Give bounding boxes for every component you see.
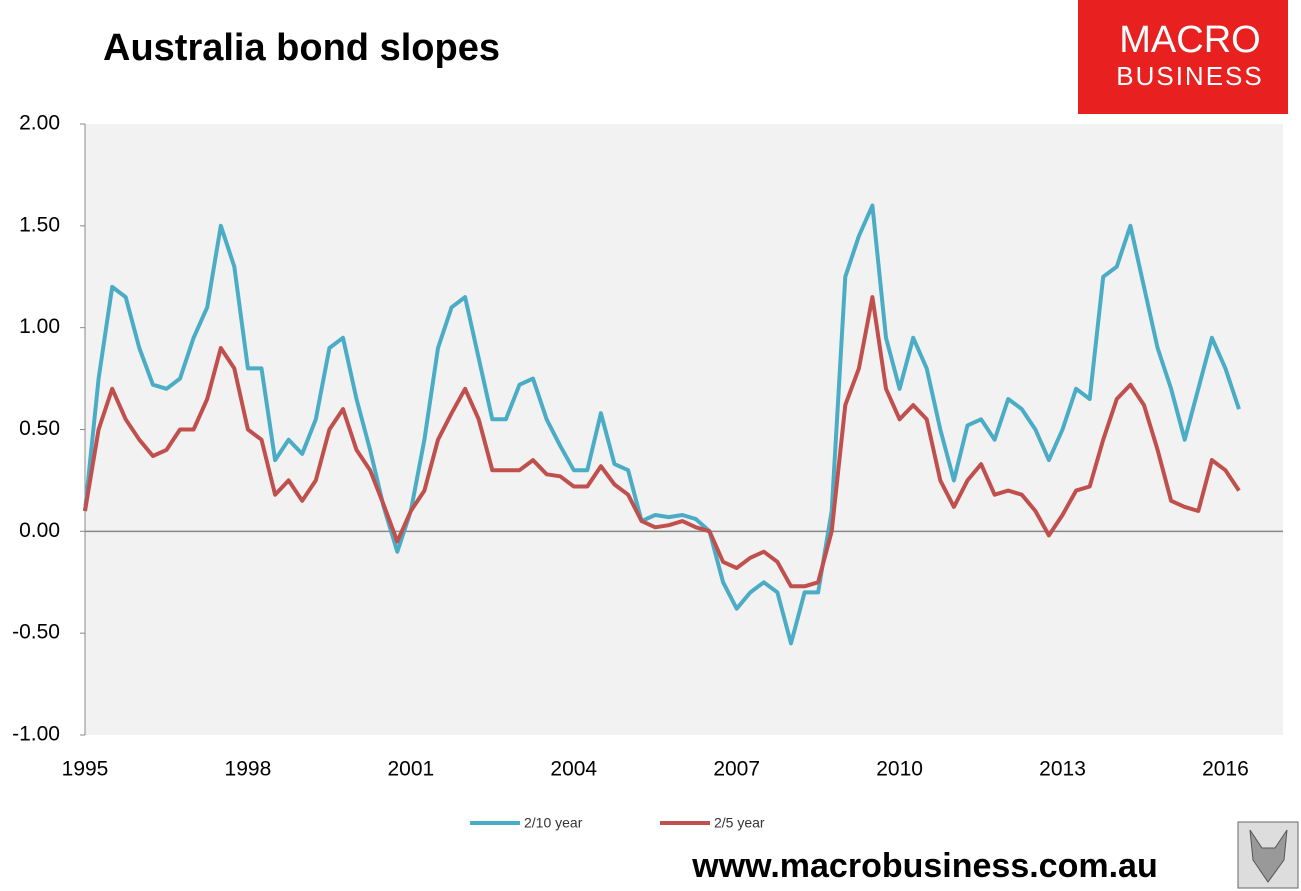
- y-tick-label: 1.00: [19, 315, 60, 338]
- y-tick-label: 0.50: [19, 417, 60, 440]
- y-tick-label: 0.00: [19, 519, 60, 542]
- series-line: [83, 203, 1241, 646]
- y-tick-label: 2.00: [19, 112, 60, 135]
- legend-label: 2/10 year: [524, 815, 583, 831]
- x-tick-label: 2004: [550, 758, 597, 781]
- x-tick-label: 2010: [876, 758, 923, 781]
- y-tick-label: -1.00: [12, 723, 60, 746]
- y-tick-label: 1.50: [19, 213, 60, 236]
- y-tick-label: -0.50: [12, 621, 60, 644]
- wolf-icon-face: [1249, 829, 1288, 883]
- x-tick-label: 2001: [387, 758, 434, 781]
- series-line: [83, 295, 1241, 589]
- logo-text: MACRO: [1119, 19, 1260, 61]
- legend-label: 2/5 year: [714, 815, 765, 831]
- x-tick-label: 2007: [713, 758, 760, 781]
- chart-title: Australia bond slopes: [103, 27, 500, 69]
- x-tick-label: 2013: [1039, 758, 1086, 781]
- logo-box: [1078, 0, 1288, 114]
- x-tick-label: 2016: [1202, 758, 1249, 781]
- logo-text: BUSINESS: [1116, 61, 1264, 91]
- x-tick-label: 1995: [62, 758, 109, 781]
- footer-url: www.macrobusiness.com.au: [691, 847, 1157, 885]
- x-tick-label: 1998: [225, 758, 272, 781]
- plot-area: [85, 124, 1283, 735]
